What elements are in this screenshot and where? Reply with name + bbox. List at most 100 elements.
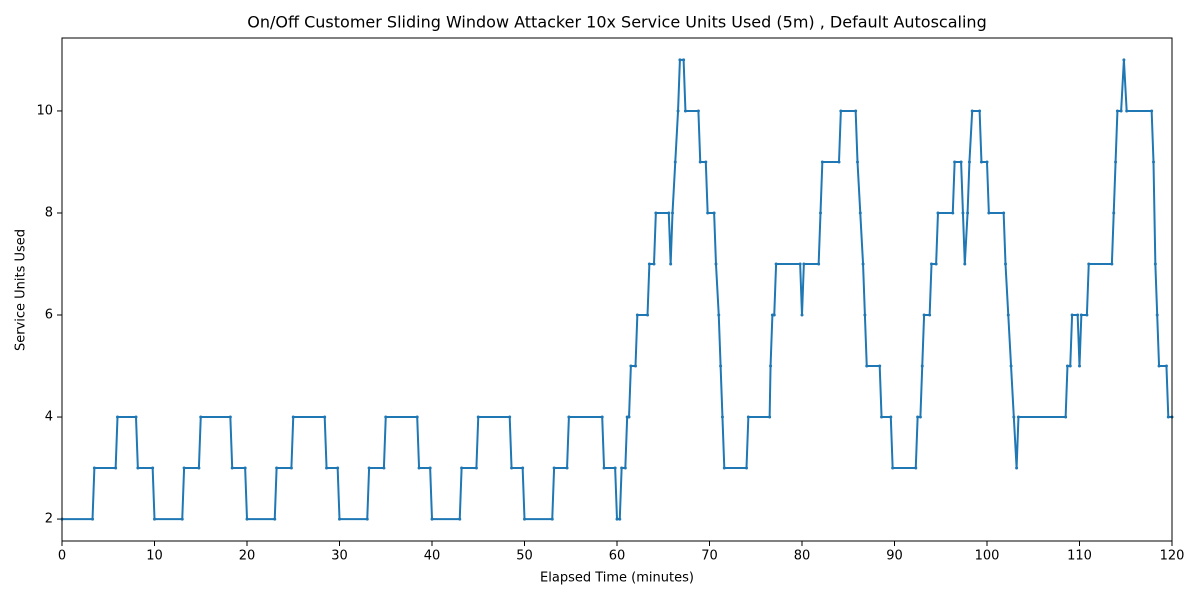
data-point [800,313,804,317]
data-point [430,517,434,521]
data-point [774,262,778,266]
data-point [508,415,512,419]
data-point [417,466,421,470]
data-point [979,160,983,164]
y-tick-label: 2 [45,512,53,527]
data-point [613,466,617,470]
data-point [567,415,571,419]
plot-frame [61,37,1173,542]
x-tick-label: 70 [701,549,718,564]
data-point [717,313,721,317]
data-point [966,211,970,215]
data-point [671,211,674,215]
data-point [1125,109,1129,113]
data-point [652,262,656,266]
data-point [415,415,419,419]
data-point [228,415,232,419]
data-point [1070,313,1074,317]
data-point [382,466,386,470]
data-point [922,313,926,317]
y-tick-label: 4 [45,410,53,425]
x-tick-label: 50 [516,549,533,564]
data-point [134,415,138,419]
data-point [273,517,277,521]
data-point [1114,160,1118,164]
data-point [953,160,957,164]
data-point [920,364,924,368]
data-point [116,415,119,419]
x-tick-label: 40 [424,549,441,564]
data-point [1115,109,1119,113]
data-point [1152,160,1155,164]
data-point [720,415,724,419]
data-point [704,160,708,164]
data-point [180,517,184,521]
data-point [615,517,619,521]
data-point [712,211,716,215]
data-point [1068,364,1072,368]
data-point [646,313,650,317]
data-point [696,109,700,113]
data-point [772,313,776,317]
data-point [865,364,869,368]
y-tick-label: 8 [45,205,53,220]
data-point [647,262,651,266]
data-point [1016,415,1020,419]
data-point [669,262,673,266]
data-point [936,211,940,215]
data-point [714,262,718,266]
data-point [600,415,604,419]
data-point [92,466,96,470]
y-axis-label: Service Units Used [14,229,29,351]
chart-title: On/Off Customer Sliding Window Attacker … [247,13,986,32]
data-point [1155,313,1159,317]
data-point [523,517,526,521]
data-point [861,262,865,266]
data-point [1012,415,1016,419]
data-point [1153,262,1157,266]
data-point [1122,58,1126,62]
data-point [667,211,671,215]
data-point [245,517,249,521]
data-point [934,262,938,266]
data-point [914,466,918,470]
x-axis-label: Elapsed Time (minutes) [540,571,694,586]
data-point [384,415,388,419]
data-point [1002,211,1006,215]
data-point [817,262,821,266]
data-point [1164,364,1168,368]
data-point [746,415,750,419]
data-point [1119,109,1123,113]
data-point [620,466,624,470]
data-point [182,466,186,470]
x-tick-label: 120 [1160,549,1185,564]
data-point [1006,313,1010,317]
data-point [91,517,95,521]
data-point [837,160,841,164]
data-point [291,415,295,419]
data-point [678,58,682,62]
data-point [243,466,247,470]
data-point [676,109,680,113]
data-point [916,415,920,419]
data-point [719,364,723,368]
data-point [1157,364,1161,368]
data-point [769,364,773,368]
data-point [978,109,982,113]
data-point [623,466,627,470]
data-point [1087,262,1091,266]
data-point [673,160,677,164]
data-point [858,211,862,215]
data-point [654,211,658,215]
x-tick-label: 110 [1067,549,1092,564]
data-point [951,211,955,215]
y-tick-label: 6 [45,308,53,323]
data-point [325,466,329,470]
data-point [1166,415,1170,419]
data-point [1004,262,1007,266]
data-point [336,466,340,470]
data-point [1150,109,1154,113]
data-point [963,262,967,266]
data-point [889,415,893,419]
